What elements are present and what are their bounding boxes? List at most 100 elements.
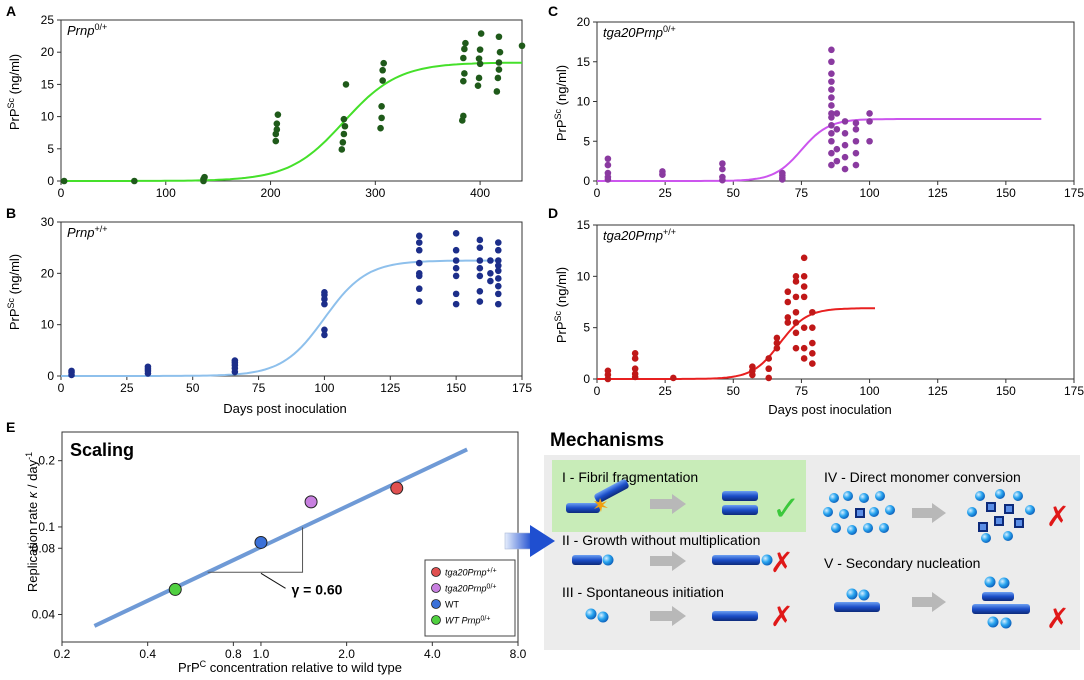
data-point [809, 350, 816, 357]
x-tick-label: 0 [58, 381, 65, 395]
panel-e-letter: E [6, 419, 15, 435]
data-point [833, 110, 841, 117]
data-point [784, 319, 792, 326]
data-point [452, 264, 460, 272]
data-point [495, 59, 503, 66]
data-point [462, 39, 469, 47]
data-point [631, 370, 639, 378]
data-point [339, 139, 347, 146]
two-fibrils-icon [722, 491, 758, 515]
fibril-surface-icon [834, 588, 880, 612]
secondary-nucleus-icon [972, 576, 1030, 629]
data-point [338, 146, 346, 153]
data-point [765, 365, 773, 373]
data-point [518, 42, 526, 50]
data-point [800, 283, 808, 290]
data-point [800, 324, 808, 331]
data-point [828, 161, 835, 169]
x-tick-label: 150 [996, 384, 1016, 398]
x-tick-label: 175 [1064, 384, 1084, 398]
data-point [494, 290, 502, 298]
x-tick-label: 175 [512, 381, 532, 395]
panel-c-frame [596, 21, 1075, 182]
fit-curve [597, 118, 1042, 182]
legend-marker [431, 599, 441, 609]
panel-e-xlabel: PrPC concentration relative to wild type [178, 659, 402, 675]
panel-c-title: tga20Prnp0/+ [603, 24, 676, 40]
data-point [784, 314, 792, 321]
data-point [792, 278, 800, 285]
data-point [631, 350, 639, 357]
data-point [494, 246, 502, 254]
legend-marker [431, 583, 441, 593]
data-point [461, 70, 468, 77]
data-point [792, 293, 800, 301]
y-tick-label: 5 [583, 321, 590, 335]
data-point [719, 165, 726, 173]
data-point [828, 46, 835, 54]
data-point [274, 111, 282, 118]
data-point [719, 173, 726, 181]
data-point [800, 254, 808, 262]
y-tick-label: 0.04 [32, 608, 56, 622]
data-point [452, 246, 460, 254]
y-tick-label: 0.1 [38, 520, 55, 534]
data-point [779, 169, 786, 177]
data-point [131, 177, 138, 185]
data-point [340, 115, 348, 123]
data-point [749, 363, 756, 370]
mechanism-v-label: V - Secondary nucleation [824, 555, 980, 571]
mechanism-iii: III - Spontaneous initiation ✗ [562, 584, 793, 632]
x-tick-label: 25 [658, 384, 672, 398]
data-point [809, 360, 816, 367]
data-point [866, 137, 873, 145]
data-point [476, 272, 484, 280]
mechanism-ii: II - Growth without multiplication ✗ [562, 532, 793, 578]
panel-a-title: Prnp0/+ [67, 22, 107, 38]
data-point [809, 339, 816, 347]
data-point [809, 324, 816, 331]
data-point [487, 270, 494, 277]
panel-d: D PrPSc (ng/ml) Days post inoculation 0 2… [548, 205, 1084, 417]
data-point [784, 298, 792, 306]
data-point [487, 257, 494, 264]
legend-entry: tga20Prnp0/+ [445, 584, 496, 594]
data-point [784, 288, 792, 296]
data-point [377, 124, 384, 132]
data-point [841, 153, 849, 161]
data-point [452, 300, 460, 308]
data-point [379, 77, 386, 84]
data-point [475, 74, 483, 82]
data-point [201, 173, 208, 181]
data-point [604, 169, 612, 177]
data-point [415, 259, 423, 267]
data-point [800, 344, 808, 352]
cross-icon: ✗ [770, 547, 793, 578]
data-point [828, 94, 835, 101]
data-point [321, 326, 328, 334]
x-tick-label: 0.4 [139, 647, 156, 661]
x-tick-label: 50 [727, 186, 741, 200]
panel-e-title: Scaling [70, 440, 134, 460]
x-tick-label: 2.0 [338, 647, 355, 661]
data-point [604, 367, 612, 375]
data-point [231, 357, 239, 364]
data-point [460, 112, 467, 120]
data-point [321, 331, 328, 339]
data-point [631, 355, 639, 362]
y-tick-label: 30 [41, 215, 55, 229]
data-point [415, 246, 423, 254]
x-tick-label: 125 [380, 381, 400, 395]
panel-d-xlabel: Days post inoculation [768, 402, 892, 417]
y-tick-label: 0.08 [32, 541, 56, 555]
panel-e: E Replication rate κ / day-1 PrPC concen… [6, 419, 527, 675]
x-tick-label: 125 [928, 186, 948, 200]
data-point [792, 308, 800, 316]
data-point [828, 110, 835, 117]
panel-a: A PrPSc (ng/ml) 0 100 200 300 400 0 5 10 15 20 25 P… [6, 3, 526, 200]
y-tick-label: 5 [47, 142, 54, 156]
x-tick-label: 400 [470, 186, 490, 200]
data-point [841, 118, 849, 125]
connector-arrow [504, 525, 555, 557]
